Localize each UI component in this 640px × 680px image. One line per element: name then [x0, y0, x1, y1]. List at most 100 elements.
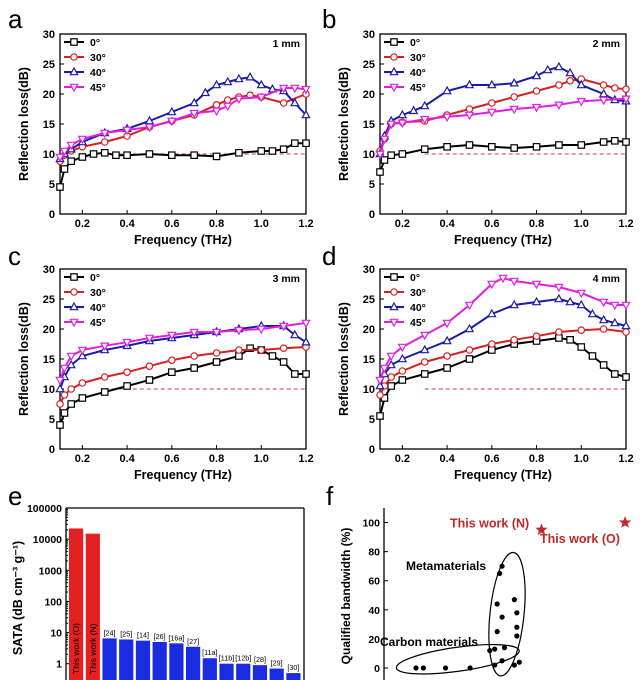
legend-label: 40° — [90, 302, 106, 314]
data-point — [268, 352, 277, 360]
x-tick-label: 0.6 — [484, 453, 499, 465]
data-point — [398, 376, 407, 384]
data-point — [301, 336, 311, 346]
data-point — [509, 105, 519, 115]
data-point — [100, 149, 109, 157]
x-tick-label: 1.0 — [574, 453, 589, 465]
data-point — [211, 107, 222, 117]
data-point — [60, 165, 69, 173]
data-point — [291, 139, 299, 148]
data-point — [577, 343, 586, 351]
legend-label: 30° — [90, 287, 106, 299]
y-tick-label: 15 — [363, 354, 375, 366]
legend-marker — [70, 273, 78, 281]
data-point — [190, 364, 198, 372]
data-point — [498, 274, 508, 284]
data-point — [234, 73, 244, 83]
bar — [169, 643, 184, 680]
legend-label: 40° — [410, 302, 426, 314]
group-ellipse — [488, 551, 526, 677]
data-point — [112, 151, 120, 160]
bar-label: [29] — [271, 659, 283, 668]
data-point — [67, 385, 75, 393]
bar-label: [26] — [154, 632, 166, 641]
scatter-point — [442, 665, 449, 671]
data-point — [554, 283, 564, 293]
data-point — [212, 349, 221, 357]
data-point — [397, 119, 408, 129]
data-point — [398, 150, 407, 158]
x-tick-label: 0.2 — [395, 453, 410, 465]
scatter-point — [514, 610, 520, 616]
bar — [252, 665, 268, 680]
y-tick-label: 25 — [363, 294, 375, 306]
bar-label: This work (N) — [88, 623, 98, 674]
data-point — [211, 328, 222, 338]
legend-label: 30° — [410, 52, 426, 64]
data-point — [189, 109, 199, 119]
data-point — [212, 358, 221, 366]
data-point — [55, 383, 65, 393]
legend-label: 0° — [90, 37, 100, 49]
y-axis-label: Reflection loss(dB) — [337, 67, 351, 181]
bar — [219, 663, 234, 680]
legend-marker — [69, 83, 79, 93]
data-point — [386, 359, 396, 369]
x-tick-label: 0.4 — [119, 218, 135, 230]
thickness-annotation: 2 mm — [593, 38, 620, 50]
x-tick-label: 0.6 — [164, 453, 179, 465]
data-point — [555, 141, 563, 149]
data-point — [531, 70, 542, 80]
data-point — [290, 97, 300, 107]
y-tick-label: 40 — [368, 605, 380, 617]
data-point — [598, 96, 609, 106]
data-point — [59, 364, 70, 374]
data-point — [189, 328, 199, 338]
data-point — [398, 367, 407, 375]
legend-marker — [70, 38, 78, 46]
data-point — [67, 400, 75, 408]
y-tick-label: 10 — [43, 384, 55, 396]
y-tick-label: 30 — [43, 264, 55, 276]
data-point — [375, 376, 385, 386]
data-point — [301, 109, 311, 119]
data-point — [408, 105, 419, 115]
data-point — [532, 87, 541, 95]
panel-letter: d — [322, 241, 336, 271]
legend-marker — [390, 53, 398, 61]
data-point — [123, 368, 131, 377]
y-tick-label: 100000 — [27, 503, 62, 515]
data-point — [464, 79, 475, 89]
data-point — [576, 97, 586, 107]
bar-label: This work (O) — [71, 623, 81, 674]
data-point — [376, 391, 384, 399]
legend-marker — [389, 318, 399, 328]
y-axis-label: SATA (dB cm⁻³ g⁻¹) — [11, 541, 25, 655]
bar — [202, 658, 217, 680]
data-point — [386, 120, 396, 130]
y-tick-label: 100 — [362, 518, 380, 530]
data-point — [599, 325, 608, 333]
legend-label: 45° — [90, 82, 106, 94]
data-point — [279, 99, 288, 107]
data-point — [55, 376, 65, 386]
x-tick-label: 0.6 — [164, 218, 179, 230]
x-tick-label: 0.8 — [529, 218, 544, 230]
panel-f: f 0 20 40 60 80 100 Qualified bandwidth (%) Meta… — [326, 481, 632, 680]
data-point — [611, 84, 619, 92]
x-tick-label: 1.0 — [574, 218, 589, 230]
bar-label: [16a] — [168, 633, 184, 642]
y-tick-label: 25 — [43, 59, 55, 71]
data-point — [622, 85, 630, 94]
scatter-point — [514, 633, 520, 639]
data-point — [380, 156, 389, 164]
data-point — [464, 301, 475, 311]
data-point — [301, 319, 311, 329]
bar-label: [24] — [104, 628, 116, 637]
data-point — [59, 147, 70, 157]
x-tick-label: 1.2 — [618, 218, 633, 230]
thickness-annotation: 1 mm — [273, 38, 300, 50]
data-point — [442, 335, 452, 345]
data-point — [532, 332, 541, 341]
